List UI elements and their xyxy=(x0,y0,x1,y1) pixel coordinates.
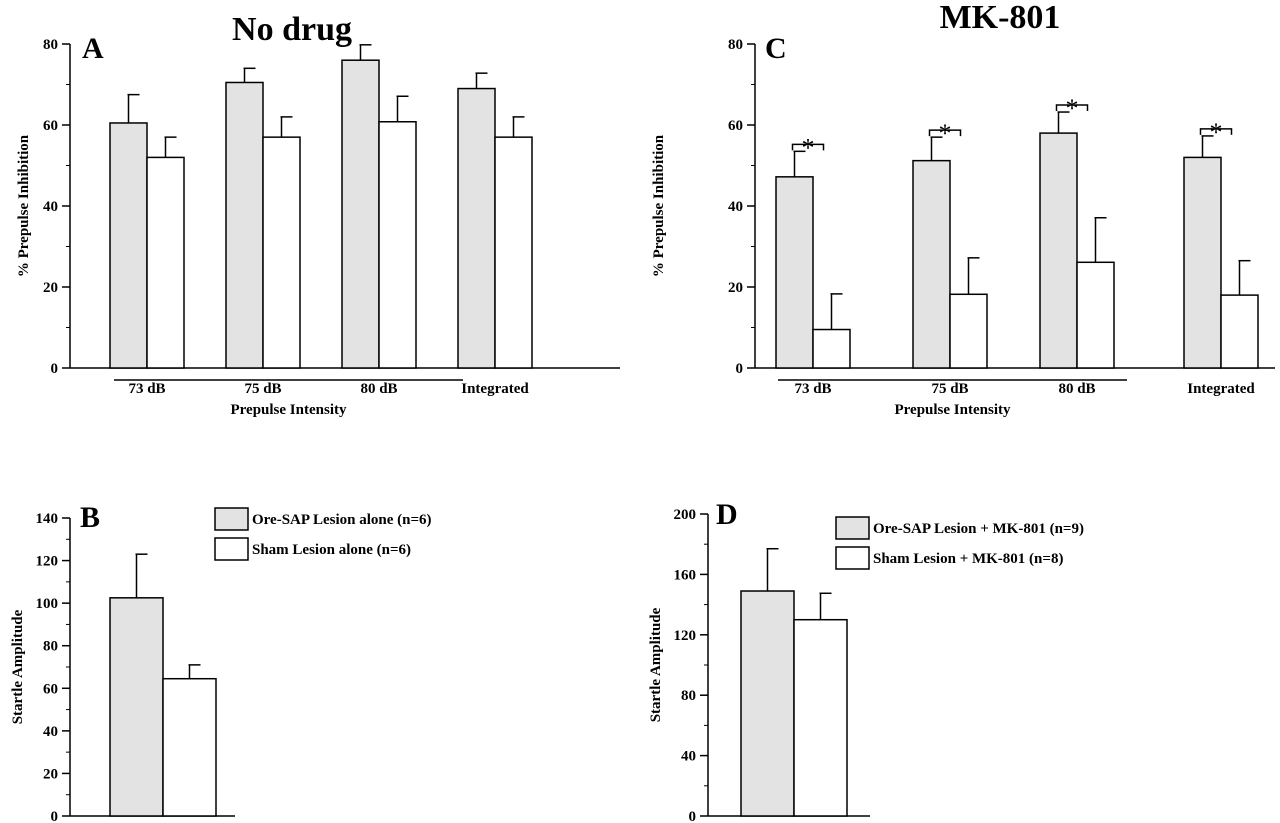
bar-lesion xyxy=(740,590,795,817)
y-tick-label: 20 xyxy=(43,280,58,296)
y-axis-label: Startle Amplitude xyxy=(10,609,26,724)
y-tick-label: 80 xyxy=(43,639,58,655)
x-category-label: 73 dB xyxy=(794,381,831,397)
x-category-label: 80 dB xyxy=(360,381,397,397)
chart-panel-c: 0 20 40 60 80 % Prepulse Inhibition C MK-801 73 … xyxy=(651,0,1275,418)
chart-panel-a: 0 20 40 60 80 % Prepulse Inhibition A No drug 73… xyxy=(16,11,620,418)
x-category-label: 80 dB xyxy=(1058,381,1095,397)
panel-letter: A xyxy=(82,32,104,65)
legend-swatch xyxy=(835,516,870,540)
x-category-label: 73 dB xyxy=(128,381,165,397)
significance-bracket xyxy=(791,143,825,151)
legend-label: Ore-SAP Lesion + MK-801 (n=9) xyxy=(873,521,1084,537)
chart-title: No drug xyxy=(232,11,352,48)
significance-bracket xyxy=(928,129,962,137)
bar-lesion xyxy=(109,597,164,817)
bar-lesion xyxy=(109,122,148,369)
y-tick-label: 40 xyxy=(728,199,743,215)
y-tick-label: 60 xyxy=(728,118,743,134)
bar-sham xyxy=(494,136,533,369)
legend-swatch xyxy=(214,507,249,531)
bar-sham xyxy=(162,677,217,817)
y-tick-label: 40 xyxy=(681,749,696,765)
y-tick-label: 80 xyxy=(681,688,696,704)
legend: Ore-SAP Lesion alone (n=6) Sham Lesion al… xyxy=(214,507,432,561)
y-tick-label: 0 xyxy=(51,361,59,377)
x-axis-label: Prepulse Intensity xyxy=(231,402,347,418)
y-tick-label: 80 xyxy=(728,37,743,53)
y-tick-label: 0 xyxy=(689,809,697,823)
y-tick-label: 0 xyxy=(736,361,744,377)
significance-bracket xyxy=(1055,104,1089,112)
y-tick-label: 40 xyxy=(43,199,58,215)
bar-lesion xyxy=(1039,132,1078,369)
legend-swatch xyxy=(835,546,870,570)
legend-swatch xyxy=(214,537,249,561)
chart-title: MK-801 xyxy=(940,0,1061,36)
y-tick-label: 40 xyxy=(43,724,58,740)
y-tick-label: 60 xyxy=(43,681,58,697)
bar-lesion xyxy=(1183,156,1222,369)
y-tick-label: 0 xyxy=(51,809,59,823)
panel-letter: B xyxy=(80,501,100,534)
significance-star: * xyxy=(1066,94,1079,123)
bar-sham xyxy=(949,293,988,369)
panel-letter: C xyxy=(765,32,787,65)
bar-sham xyxy=(262,136,301,369)
y-tick-label: 60 xyxy=(43,118,58,134)
legend: Ore-SAP Lesion + MK-801 (n=9) Sham Lesion… xyxy=(835,516,1084,570)
y-axis-label: Startle Amplitude xyxy=(648,607,664,722)
bar-lesion xyxy=(341,59,380,369)
panel-letter: D xyxy=(716,498,738,531)
y-tick-label: 20 xyxy=(728,280,743,296)
y-tick-label: 200 xyxy=(674,507,697,523)
bar-sham xyxy=(378,121,417,369)
significance-bracket xyxy=(1199,128,1233,135)
y-tick-label: 20 xyxy=(43,766,58,782)
x-category-label: 75 dB xyxy=(931,381,968,397)
y-tick-label: 160 xyxy=(674,567,697,583)
bar-sham xyxy=(1076,261,1115,369)
bar-sham xyxy=(146,156,185,369)
bar-sham xyxy=(793,618,848,817)
significance-star: * xyxy=(802,133,815,162)
y-tick-label: 80 xyxy=(43,37,58,53)
y-axis-label: % Prepulse Inhibition xyxy=(651,134,667,277)
bar-sham xyxy=(812,328,851,369)
x-category-label: Integrated xyxy=(461,381,529,397)
x-category-label: Integrated xyxy=(1187,381,1255,397)
legend-label: Sham Lesion + MK-801 (n=8) xyxy=(873,551,1063,567)
legend-label: Ore-SAP Lesion alone (n=6) xyxy=(252,512,432,528)
bar-lesion xyxy=(912,159,951,369)
y-tick-label: 100 xyxy=(36,596,59,612)
y-tick-label: 120 xyxy=(36,554,59,570)
bar-lesion xyxy=(225,81,264,369)
y-axis-label: % Prepulse Inhibition xyxy=(16,134,32,277)
y-tick-label: 120 xyxy=(674,628,697,644)
significance-star: * xyxy=(1210,118,1223,147)
bar-sham xyxy=(1220,294,1259,369)
legend-label: Sham Lesion alone (n=6) xyxy=(252,542,411,558)
chart-panel-d: 0 40 80 120 160 200 Startle Amplitude D Ore-SAP … xyxy=(648,498,1084,823)
bar-lesion xyxy=(457,87,496,369)
y-tick-label: 140 xyxy=(36,511,59,527)
x-axis-label: Prepulse Intensity xyxy=(895,402,1011,418)
significance-star: * xyxy=(939,119,952,148)
bar-lesion xyxy=(775,176,814,369)
chart-panel-b: 0 20 40 60 80 100 120 140 Startle Amplitude B Ore-… xyxy=(10,501,432,823)
x-category-label: 75 dB xyxy=(244,381,281,397)
